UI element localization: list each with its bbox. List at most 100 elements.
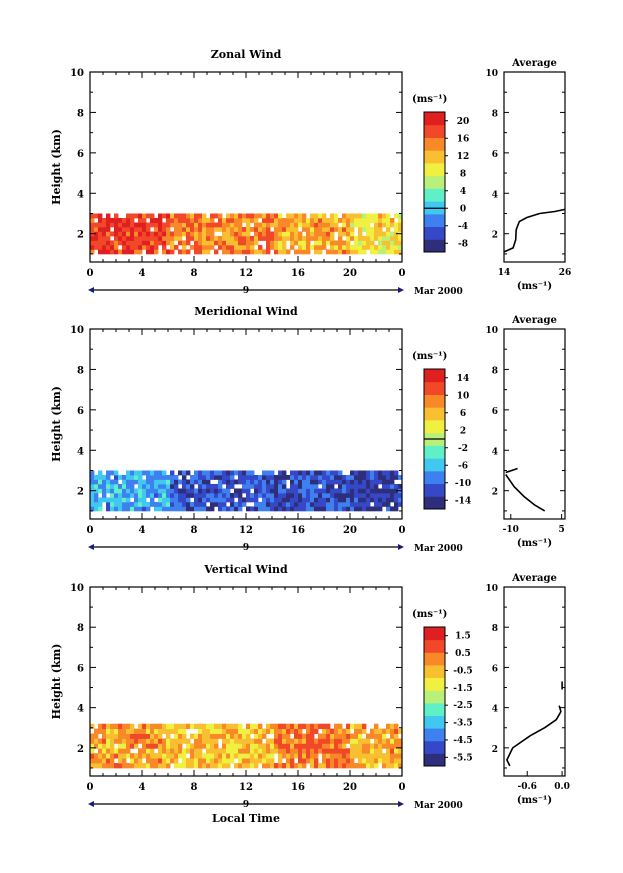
colorbar-swatch <box>424 652 445 666</box>
field-cell <box>274 240 279 246</box>
field-cell <box>202 213 207 219</box>
field-cell <box>98 723 103 730</box>
field-cell <box>246 470 251 476</box>
field-cell <box>366 470 371 476</box>
field-cell <box>106 733 111 739</box>
field-cell <box>370 217 375 223</box>
field-cell <box>134 249 139 255</box>
colorbar-tick-label: 8 <box>460 169 466 179</box>
field-cell <box>182 240 187 246</box>
field-cell <box>262 217 267 223</box>
field-cell <box>130 470 135 476</box>
field-cell <box>198 743 203 749</box>
field-cell <box>306 240 311 246</box>
field-cell <box>122 488 127 494</box>
field-cell <box>390 249 395 255</box>
field-cell <box>238 213 243 219</box>
field-cell <box>226 213 231 219</box>
field-cell <box>378 488 383 494</box>
field-cell <box>130 763 135 769</box>
field-cell <box>242 743 247 749</box>
field-cell <box>126 753 131 759</box>
field-cell <box>206 748 211 754</box>
field-cell <box>322 226 327 232</box>
colorbar-tick-label: -0.5 <box>453 666 472 676</box>
field-cell <box>206 492 211 498</box>
field-cell <box>194 222 199 228</box>
field-cell <box>294 748 299 754</box>
field-cell <box>126 483 131 489</box>
field-cell <box>98 763 103 769</box>
field-cell <box>198 738 203 744</box>
field-cell <box>298 479 303 485</box>
field-cell <box>286 763 291 769</box>
field-cell <box>390 474 395 480</box>
field-cell <box>338 763 343 769</box>
field-cell <box>286 226 291 232</box>
field-cell <box>366 743 371 749</box>
profile-x-tick-label: -10 <box>503 525 519 535</box>
field-cell <box>190 488 195 494</box>
field-cell <box>114 474 119 480</box>
colorbar-swatch <box>424 381 445 395</box>
field-cell <box>114 240 119 246</box>
field-cell <box>190 506 195 512</box>
field-cell <box>150 738 155 744</box>
field-cell <box>114 470 119 476</box>
field-cell <box>286 738 291 744</box>
field-cell <box>382 492 387 498</box>
colorbar-frame <box>423 111 446 253</box>
field-cell <box>226 222 231 228</box>
field-cell <box>262 743 267 749</box>
field-cell <box>326 728 331 734</box>
field-cell <box>138 240 143 246</box>
field-cell <box>246 497 251 503</box>
field-cell <box>354 222 359 228</box>
field-cell <box>234 235 239 241</box>
profile-y-tick-label: 6 <box>492 150 498 160</box>
field-cell <box>274 235 279 241</box>
field-cell <box>382 738 387 744</box>
field-cell <box>182 758 187 764</box>
field-cell <box>310 723 315 730</box>
field-cell <box>222 217 227 223</box>
field-cell <box>374 743 379 749</box>
field-cell <box>114 506 119 512</box>
colorbar-tick-label: -6 <box>458 461 468 471</box>
field-cell <box>154 244 159 250</box>
field-cell <box>234 231 239 237</box>
field-cell <box>230 217 235 223</box>
field-cell <box>294 728 299 734</box>
field-cell <box>186 743 191 749</box>
field-cell <box>290 474 295 480</box>
field-cell <box>398 492 403 498</box>
field-cell <box>342 479 347 485</box>
x-tick-label: 20 <box>343 268 357 279</box>
field-cell <box>318 222 323 228</box>
field-cell <box>210 231 215 237</box>
field-cell <box>322 240 327 246</box>
field-cell <box>198 217 203 223</box>
field-cell <box>118 222 123 228</box>
field-cell <box>330 244 335 250</box>
field-cell <box>102 497 107 503</box>
field-cell <box>306 723 311 730</box>
field-cell <box>122 753 127 759</box>
field-cell <box>90 244 95 250</box>
field-cell <box>198 763 203 769</box>
field-cell <box>178 222 183 228</box>
field-cell <box>386 497 391 503</box>
field-cell <box>266 728 271 734</box>
field-cell <box>382 483 387 489</box>
field-cell <box>314 483 319 489</box>
field-cell <box>346 492 351 498</box>
field-cell <box>318 506 323 512</box>
field-cell <box>250 748 255 754</box>
field-cell <box>306 488 311 494</box>
field-cell <box>350 723 355 730</box>
field-cell <box>118 733 123 739</box>
field-cell <box>354 763 359 769</box>
field-cell <box>118 743 123 749</box>
field-cell <box>134 758 139 764</box>
